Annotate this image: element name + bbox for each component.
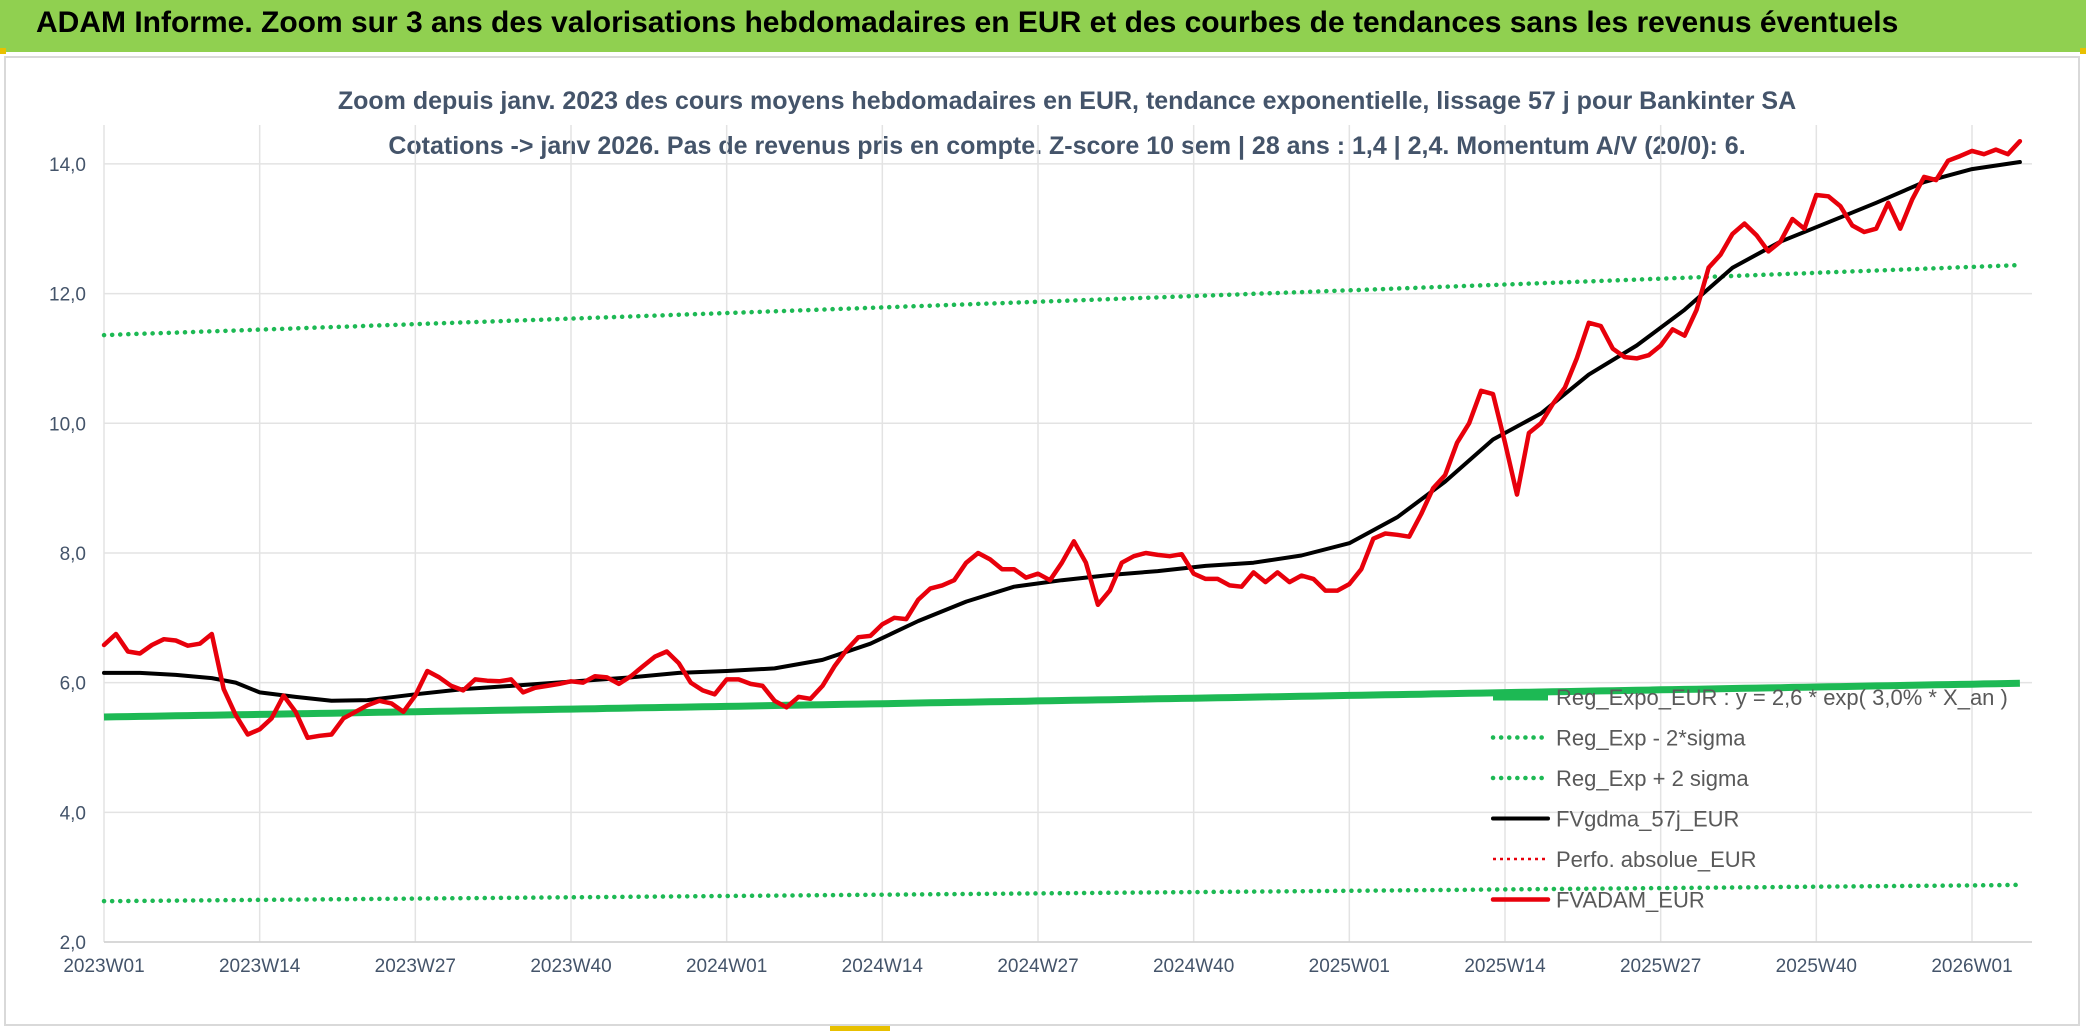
x-tick-label: 2023W14 — [219, 956, 301, 977]
corner-mark-right — [2080, 48, 2086, 54]
y-tick-label: 8,0 — [60, 544, 86, 565]
x-axis: 2023W01 2023W14 2023W27 2023W40 2024W01 2024W… — [63, 941, 2032, 977]
legend-label: Reg_Expo_EUR : y = 2,6 * exp( 3,0% * X_a… — [1556, 685, 2008, 710]
report-title: ADAM Informe. Zoom sur 3 ans des valoris… — [36, 6, 1899, 39]
series-line — [101, 882, 2023, 904]
x-tick-label: 2026W01 — [1931, 956, 2012, 977]
chart-subtitle-2: Cotations -> janv 2026. Pas de revenus p… — [388, 132, 1745, 160]
legend: Reg_Expo_EUR : y = 2,6 * exp( 3,0% * X_a… — [1490, 685, 2008, 913]
x-tick-label: 2023W40 — [530, 956, 611, 977]
x-tick-label: 2025W14 — [1464, 956, 1546, 977]
x-tick-label: 2024W27 — [997, 956, 1078, 977]
y-tick-label: 14,0 — [49, 155, 86, 176]
x-tick-label: 2024W40 — [1153, 956, 1234, 977]
y-tick-label: 2,0 — [60, 933, 86, 954]
x-tick-label: 2025W40 — [1776, 956, 1857, 977]
legend-label: FVADAM_EUR — [1556, 888, 1705, 913]
series-lines — [101, 138, 2023, 904]
series-line — [101, 262, 2023, 338]
title-bar: ADAM Informe. Zoom sur 3 ans des valoris… — [0, 0, 2086, 52]
x-tick-label: 2023W27 — [375, 956, 456, 977]
chart-subtitle-1: Zoom depuis janv. 2023 des cours moyens … — [338, 87, 1796, 115]
x-tick-label: 2025W27 — [1620, 956, 1701, 977]
chart-frame — [4, 56, 2080, 1026]
bottom-mark — [830, 1026, 890, 1031]
grid — [103, 125, 2032, 943]
series-line — [102, 160, 2022, 703]
legend-label: Perfo. absolue_EUR — [1556, 847, 1757, 872]
legend-label: Reg_Exp - 2*sigma — [1556, 726, 1746, 751]
x-tick-label: 2024W01 — [686, 956, 767, 977]
y-tick-label: 10,0 — [49, 414, 86, 435]
legend-label: FVgdma_57j_EUR — [1556, 807, 1739, 832]
y-tick-label: 4,0 — [60, 803, 86, 824]
corner-mark-left — [0, 48, 6, 54]
x-tick-label: 2024W14 — [842, 956, 924, 977]
x-tick-label: 2023W01 — [63, 956, 144, 977]
y-tick-label: 6,0 — [60, 674, 86, 695]
y-tick-label: 12,0 — [49, 285, 86, 306]
x-tick-label: 2025W01 — [1309, 956, 1390, 977]
y-axis: 2,0 4,0 6,0 8,0 10,0 12,0 14,0 — [49, 155, 86, 954]
series-line — [101, 138, 2023, 741]
legend-label: Reg_Exp + 2 sigma — [1556, 766, 1749, 791]
series-line — [103, 679, 2020, 721]
